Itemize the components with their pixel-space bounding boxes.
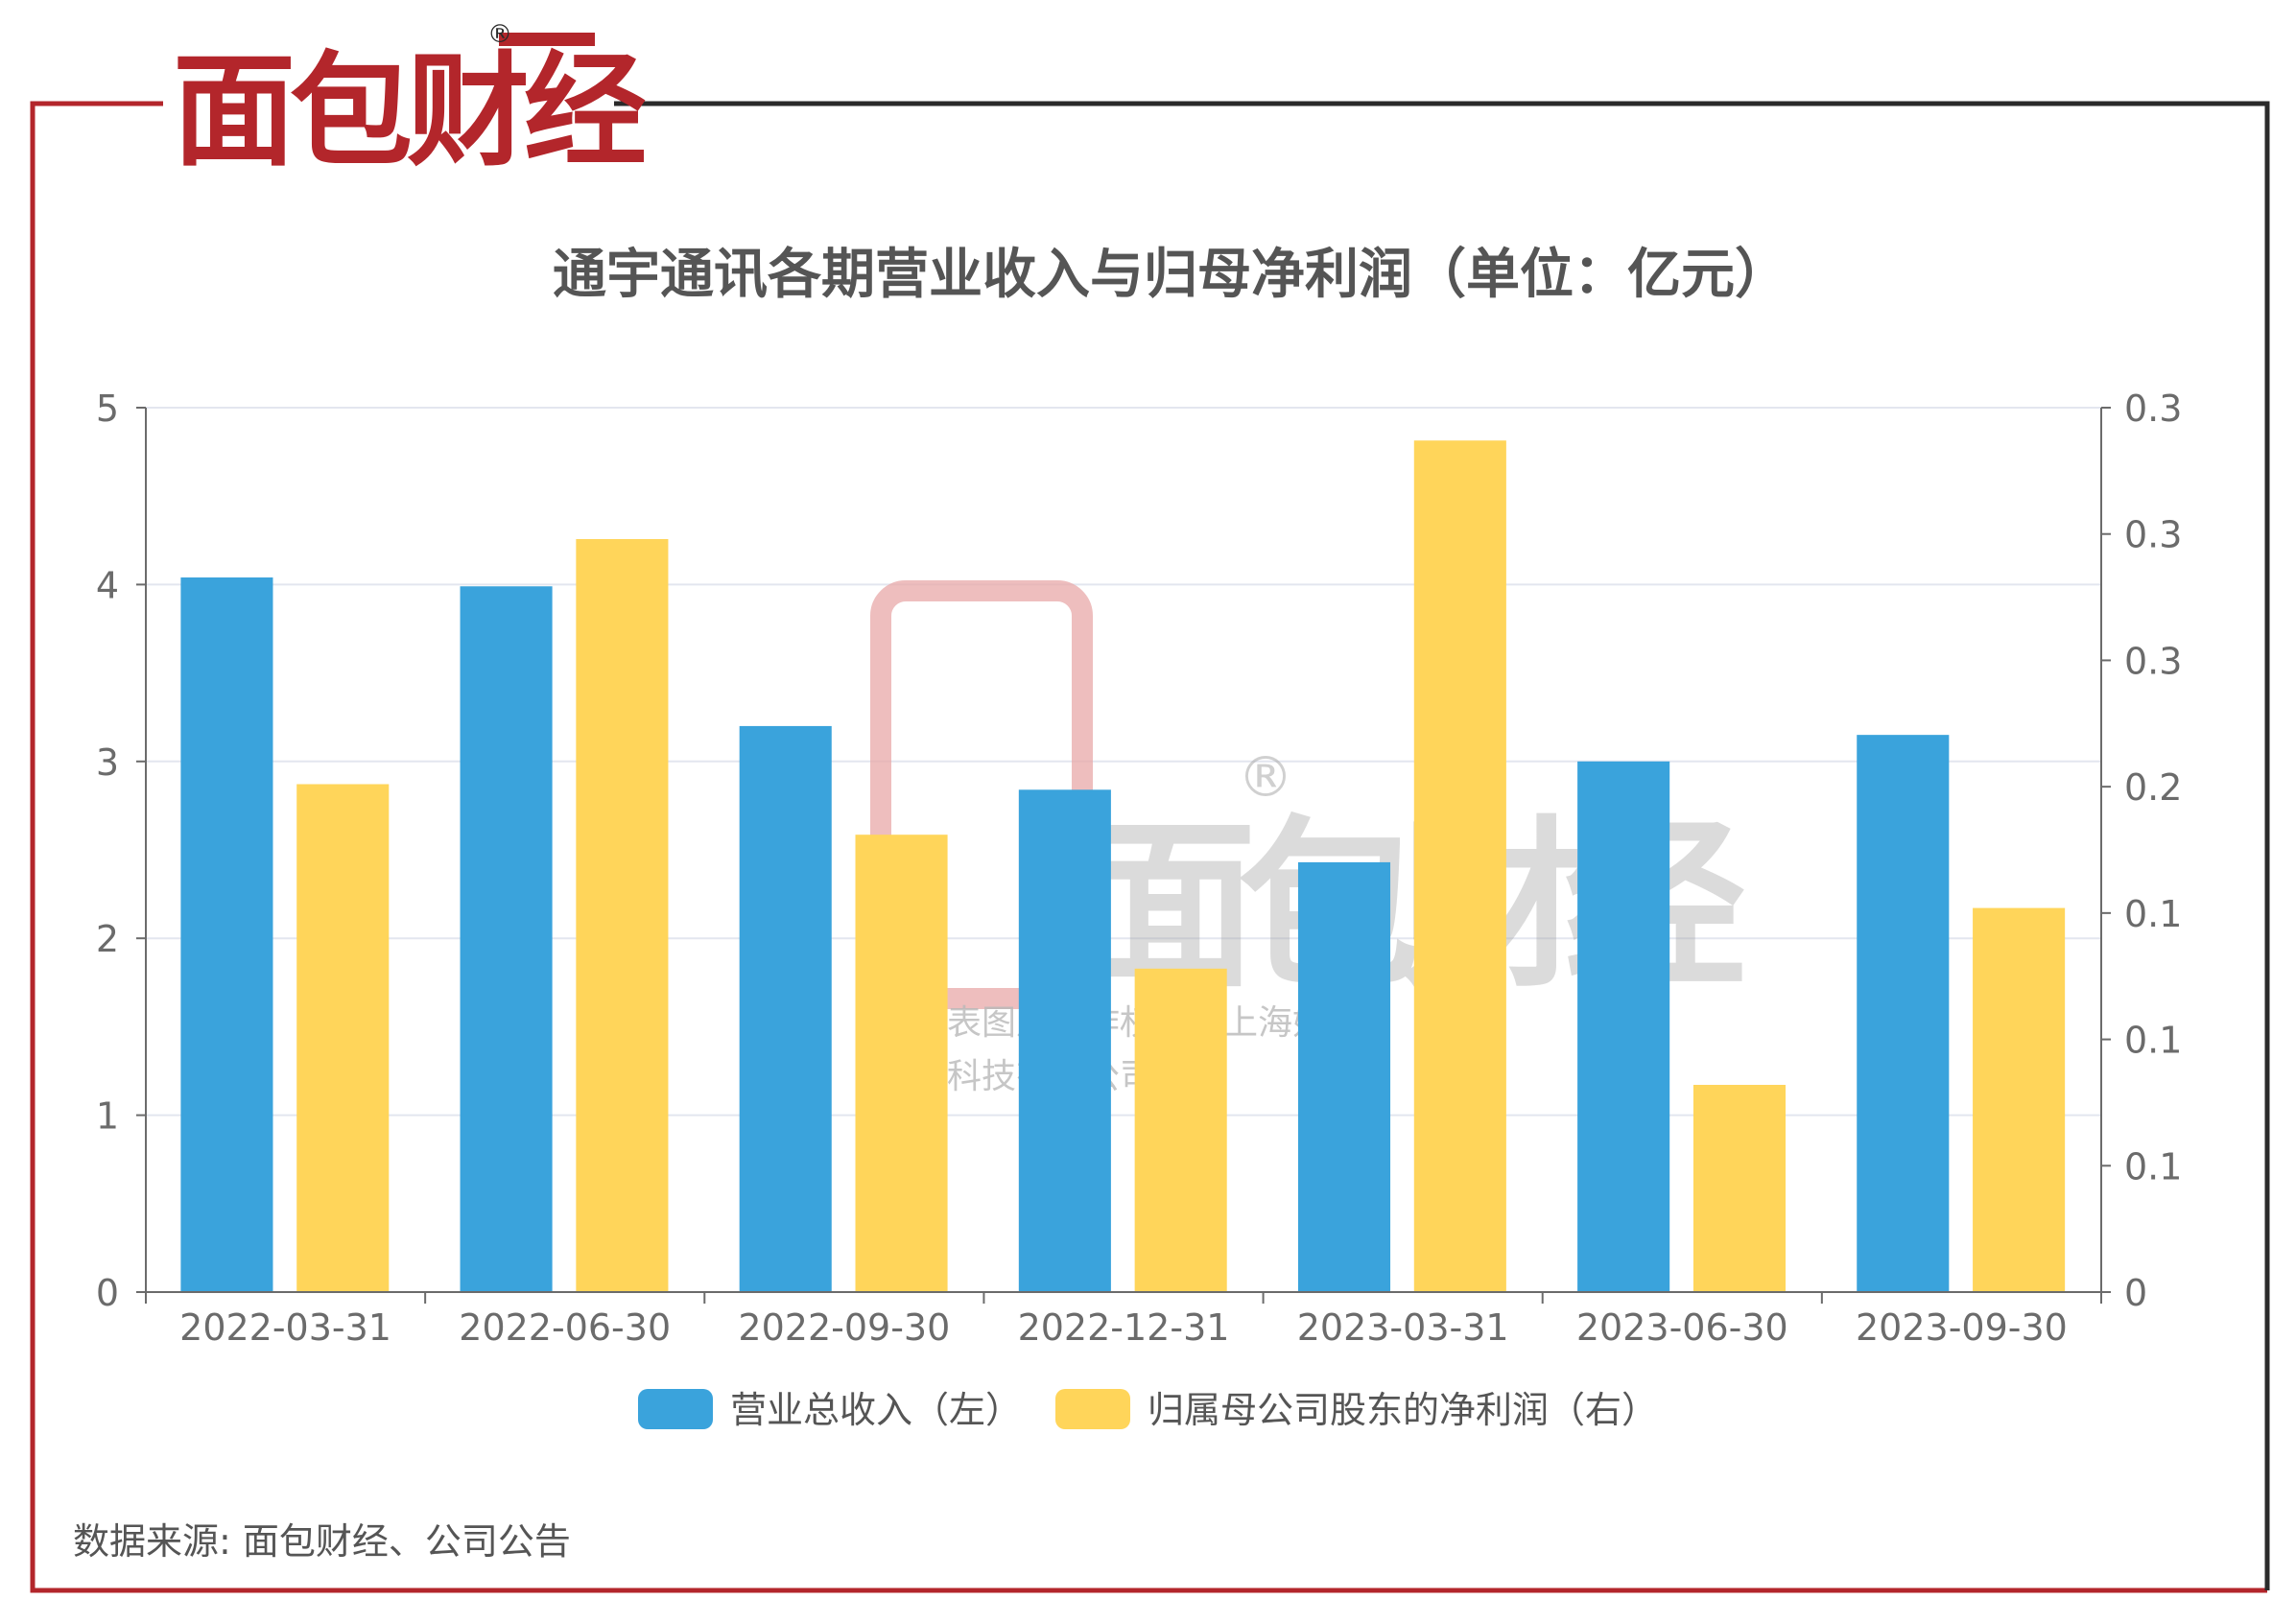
x-tick-label: 2022-12-31 (1018, 1306, 1230, 1349)
y-left-tick-label: 0 (96, 1272, 119, 1314)
legend-label-net-profit: 归属母公司股东的净利润（右） (1148, 1389, 1658, 1431)
bar-revenue (1857, 735, 1950, 1292)
y-left-tick-label: 3 (96, 741, 119, 784)
y-right-tick-label: 0.3 (2124, 388, 2182, 430)
bar-net-profit (1413, 440, 1506, 1292)
y-left-tick-label: 2 (96, 918, 119, 960)
registered-mark: ® (487, 20, 512, 49)
bars-layer (180, 440, 2066, 1292)
logo-glyphs-red: 面包财经 (173, 40, 646, 183)
legend-swatch-net-profit (1055, 1389, 1130, 1429)
x-tick-label: 2023-03-31 (1297, 1306, 1509, 1349)
y-left-tick-label: 1 (96, 1095, 119, 1138)
bar-net-profit (1692, 1084, 1787, 1292)
brand-logo: 面包财经 ® (173, 20, 651, 183)
bar-net-profit (855, 835, 948, 1292)
frame-red (30, 101, 2267, 1593)
frame-dark (614, 101, 2270, 1590)
bar-net-profit (1134, 968, 1227, 1292)
data-source-note: 数据来源: 面包财经、公司公告 (73, 1520, 571, 1563)
bar-net-profit (296, 784, 390, 1292)
logo-accent-bar (499, 33, 595, 46)
bar-net-profit (1973, 907, 2066, 1292)
logo-text: 面包财经 (173, 40, 646, 183)
bar-net-profit (576, 538, 669, 1292)
bar-revenue (1577, 761, 1670, 1292)
x-tick-label: 2022-06-30 (459, 1306, 671, 1349)
y-right-tick-label: 0.2 (2124, 766, 2182, 809)
watermark-registered-mark: ® (1238, 744, 1293, 810)
y-right-tick-label: 0 (2124, 1272, 2147, 1314)
x-tick-label: 2022-03-31 (179, 1306, 391, 1349)
bar-revenue (180, 577, 273, 1292)
x-tick-label: 2022-09-30 (738, 1306, 950, 1349)
x-tick-label: 2023-06-30 (1576, 1306, 1788, 1349)
bar-revenue (1018, 789, 1111, 1292)
y-right-tick-label: 0.3 (2124, 514, 2182, 556)
chart-title: 通宇通讯各期营业收入与归母净利润（单位：亿元） (553, 244, 1788, 306)
y-right-tick-label: 0.1 (2124, 1145, 2182, 1188)
bar-revenue (1297, 861, 1391, 1292)
y-left-tick-label: 4 (96, 564, 119, 606)
y-right-tick-label: 0.1 (2124, 1020, 2182, 1062)
y-right-tick-label: 0.3 (2124, 640, 2182, 682)
watermark-line-1: 本图表图片著作权属于上海妙探 (878, 1003, 1361, 1043)
axes-layer: 0 1 2 3 4 5 0 0.1 0.1 0.1 0.2 0.3 0.3 0.3 2022-03-31 20… (96, 388, 2183, 1349)
legend-swatch-revenue (638, 1389, 713, 1429)
x-tick-label: 2023-09-30 (1856, 1306, 2068, 1349)
bar-revenue (739, 725, 832, 1292)
y-right-tick-label: 0.1 (2124, 893, 2182, 935)
y-left-tick-label: 5 (96, 388, 119, 430)
legend: 营业总收入（左） 归属母公司股东的净利润（右） (638, 1389, 1658, 1431)
bar-revenue (460, 586, 553, 1292)
legend-label-revenue: 营业总收入（左） (730, 1389, 1022, 1431)
